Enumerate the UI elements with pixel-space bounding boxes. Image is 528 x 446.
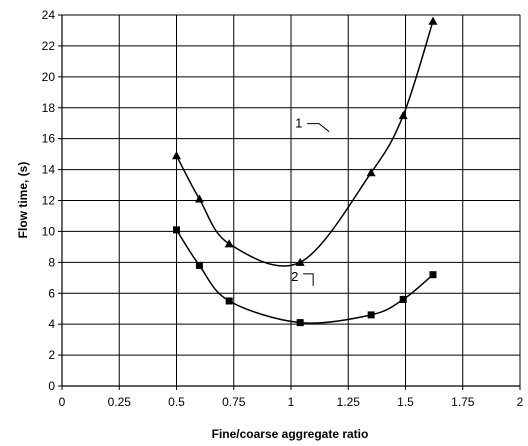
x-tick-label-6: 1.5 — [397, 395, 414, 409]
series-2-point-2 — [225, 297, 233, 305]
series-1-label: 1 — [295, 116, 302, 131]
series-2-label: 2 — [291, 269, 298, 284]
y-axis-title: Flow time, (s) — [16, 162, 30, 239]
series-1-point-5 — [398, 110, 408, 120]
series-1-point-4 — [366, 168, 376, 177]
series-2-point-1 — [195, 261, 203, 269]
series-2-point-4 — [367, 311, 375, 319]
y-tick-label-3: 6 — [48, 286, 55, 300]
y-tick-label-1: 2 — [48, 348, 55, 362]
x-tick-labels: 0 0.25 0.5 0.75 1 1.25 1.5 1.75 2 — [59, 395, 524, 409]
series-1-point-6 — [428, 16, 438, 25]
y-tick-label-11: 22 — [42, 39, 56, 53]
series-2-line — [175, 229, 434, 324]
series-2: 2 — [173, 226, 437, 327]
y-tick-label-10: 20 — [42, 70, 56, 84]
y-tick-label-4: 8 — [48, 255, 55, 269]
series-2-point-3 — [296, 319, 304, 327]
x-tick-label-0: 0 — [59, 395, 66, 409]
series-1-line — [175, 20, 434, 267]
series-2-leader-line — [303, 273, 314, 286]
x-tick-label-8: 2 — [517, 395, 524, 409]
series-1-leader-line — [307, 123, 330, 133]
y-tick-label-9: 18 — [42, 101, 56, 115]
y-tick-label-7: 14 — [42, 163, 56, 177]
x-axis-title: Fine/coarse aggregate ratio — [212, 427, 369, 441]
x-tick-label-7: 1.75 — [451, 395, 475, 409]
series-1-point-3 — [295, 257, 305, 266]
series-2-point-0 — [173, 226, 180, 234]
y-tick-label-8: 16 — [42, 132, 56, 146]
axes — [58, 14, 521, 390]
x-tick-label-4: 1 — [288, 395, 295, 409]
series-2-point-5 — [399, 295, 407, 303]
data-series: 12 — [172, 16, 438, 327]
x-tick-label-1: 0.25 — [108, 395, 132, 409]
x-tick-label-3: 0.75 — [222, 395, 246, 409]
series-1-point-2 — [224, 239, 234, 248]
y-tick-label-12: 24 — [42, 8, 56, 22]
series-1: 1 — [172, 16, 438, 267]
y-tick-label-2: 4 — [48, 317, 55, 331]
x-tick-label-2: 0.5 — [168, 395, 185, 409]
series-1-point-0 — [172, 151, 181, 160]
y-tick-label-5: 10 — [42, 224, 56, 238]
y-tick-label-6: 12 — [42, 194, 56, 208]
series-2-point-6 — [429, 271, 437, 279]
x-tick-label-5: 1.25 — [337, 395, 361, 409]
grid-lines — [61, 14, 521, 387]
y-tick-label-0: 0 — [48, 379, 55, 393]
series-1-point-1 — [194, 194, 204, 203]
